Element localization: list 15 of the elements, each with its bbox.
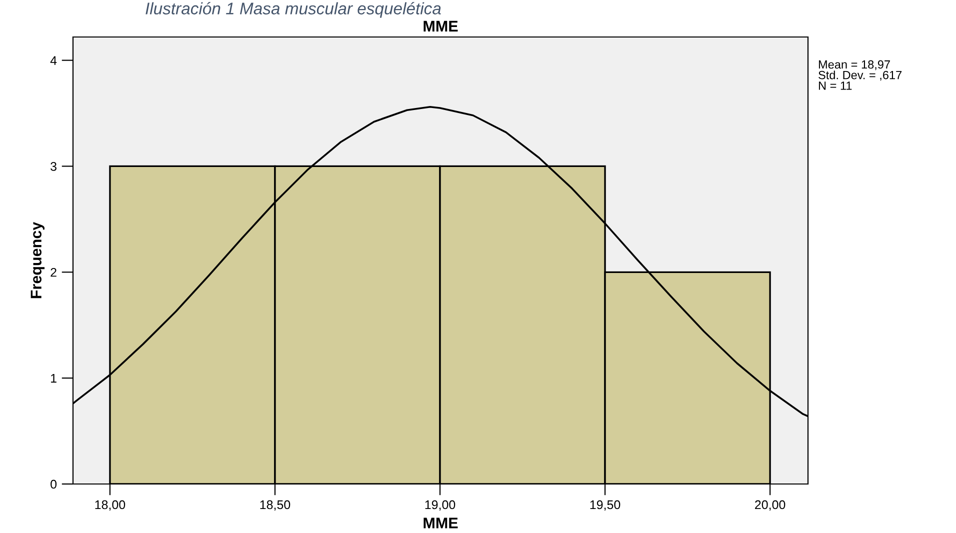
y-axis-title: Frequency xyxy=(30,222,45,298)
y-tick-label: 0 xyxy=(50,480,57,489)
x-tick-label: 20,00 xyxy=(755,500,786,511)
x-tick-label: 18,50 xyxy=(260,500,290,511)
x-tick-label: 19,00 xyxy=(425,500,456,511)
text: Mean = 18,97 Std. Dev. = ,617 N = 11 xyxy=(818,60,902,90)
chart-title: MME xyxy=(424,20,458,32)
x-axis-title: MME xyxy=(424,518,458,528)
x-tick-label: 18,00 xyxy=(95,500,126,511)
y-tick-label: 3 xyxy=(50,162,56,171)
x-tick-label: 19,50 xyxy=(590,500,620,511)
text: Ilustración 1 Masa muscular esquelética xyxy=(146,2,441,18)
y-tick-label: 2 xyxy=(50,268,56,277)
y-tick-label: 1 xyxy=(51,374,56,383)
y-tick-label: 4 xyxy=(50,56,57,65)
